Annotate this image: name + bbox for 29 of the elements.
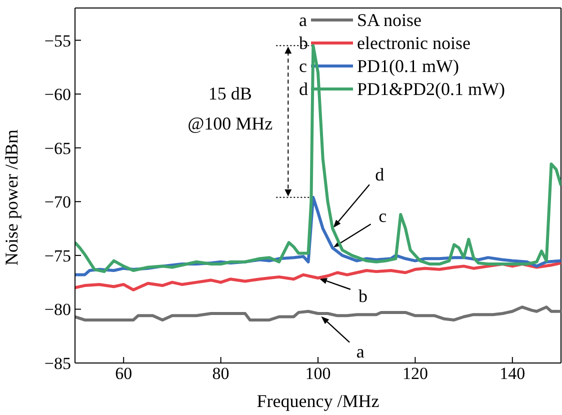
y-tick-label: −85 bbox=[44, 354, 71, 374]
y-tick-label: −65 bbox=[44, 138, 71, 158]
y-tick-label: −60 bbox=[44, 85, 71, 104]
legend-label: electronic noise bbox=[357, 33, 470, 53]
text: b bbox=[299, 33, 308, 53]
annotation: 15 dB @100 MHz bbox=[188, 83, 273, 134]
text: d bbox=[299, 79, 308, 99]
annotation: a bbox=[356, 342, 364, 362]
x-tick-label: 80 bbox=[212, 364, 230, 384]
x-tick-label: 100 bbox=[305, 364, 331, 384]
annotation: d bbox=[375, 164, 384, 185]
legend-label: SA noise bbox=[357, 10, 422, 30]
legend-label: PD1&PD2(0.1 mW) bbox=[357, 79, 506, 99]
annotation: b bbox=[358, 286, 368, 306]
legend-label: PD1(0.1 mW) bbox=[357, 56, 459, 76]
x-tick-label: 120 bbox=[402, 364, 428, 384]
x-tick-label: 60 bbox=[115, 364, 132, 384]
x-axis-title: Frequency /MHz bbox=[256, 391, 380, 411]
line-series bbox=[75, 306, 561, 322]
y-axis-title: Noise power /dBm bbox=[1, 130, 22, 266]
y-tick-label: −75 bbox=[44, 246, 71, 266]
text: c bbox=[299, 56, 307, 76]
y-tick-label: −80 bbox=[44, 300, 71, 320]
text: a bbox=[299, 10, 307, 30]
y-tick-label: −70 bbox=[44, 192, 71, 212]
y-tick-label: −55 bbox=[44, 31, 71, 50]
annotation: c bbox=[378, 206, 387, 226]
x-tick-label: 140 bbox=[500, 364, 526, 384]
line-series bbox=[75, 261, 561, 292]
